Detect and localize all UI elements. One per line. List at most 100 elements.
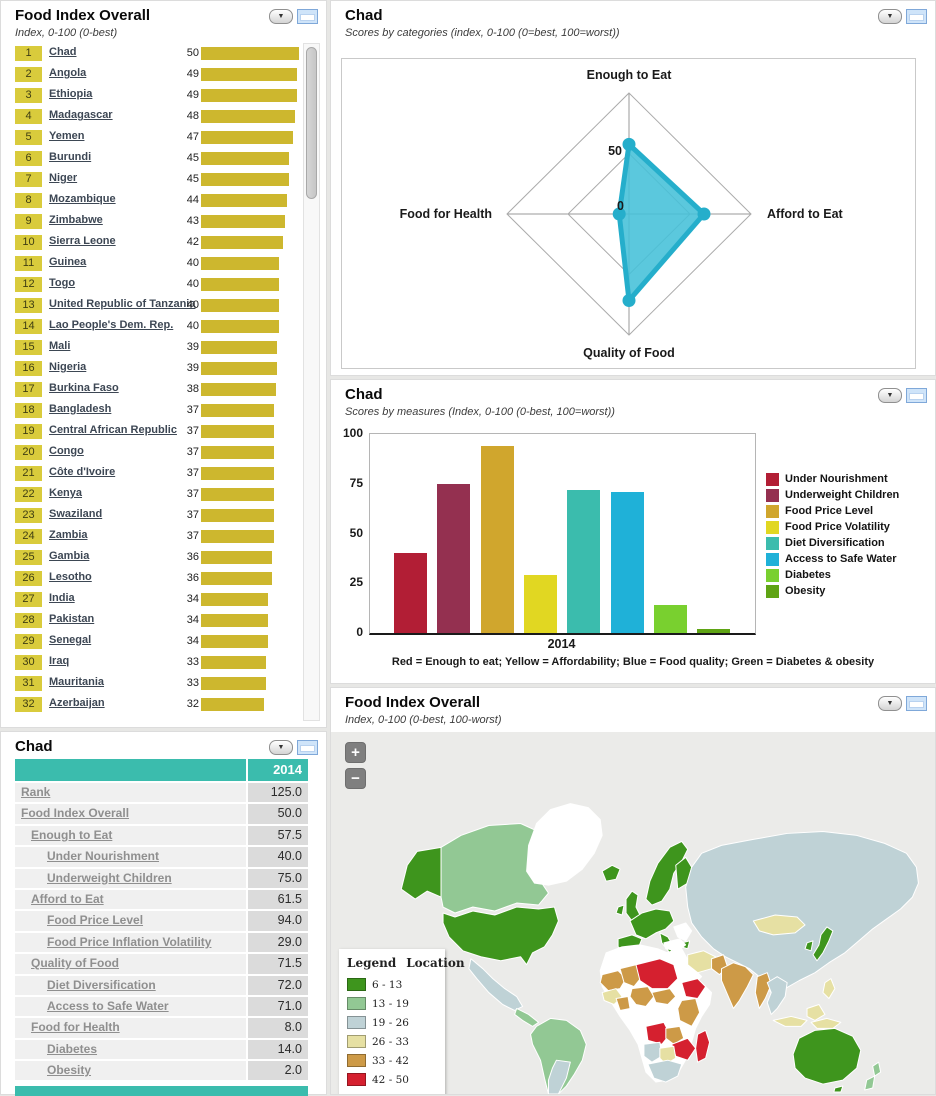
map-region-philippines[interactable] xyxy=(822,978,836,1000)
country-link[interactable]: Niger xyxy=(49,172,78,184)
country-link[interactable]: Senegal xyxy=(49,634,92,646)
map-region-australia[interactable] xyxy=(792,1027,862,1085)
country-link[interactable]: Togo xyxy=(49,277,76,289)
map-region-namibia[interactable] xyxy=(643,1041,663,1063)
map-region-nigeria[interactable] xyxy=(629,986,655,1007)
country-link[interactable]: Burundi xyxy=(49,151,92,163)
country-link[interactable]: Angola xyxy=(49,67,87,79)
map-region-myanmar[interactable] xyxy=(754,972,772,1009)
scrollbar-track[interactable] xyxy=(303,43,320,721)
country-link[interactable]: Swaziland xyxy=(49,508,103,520)
map-region-ethiopia[interactable] xyxy=(681,978,707,1000)
country-link[interactable]: India xyxy=(49,592,75,604)
map-region-mauritania-senegal[interactable] xyxy=(599,970,627,992)
metric-link[interactable]: Food Price Level xyxy=(15,911,246,931)
metric-link[interactable]: Enough to Eat xyxy=(15,825,246,846)
country-link[interactable]: Zambia xyxy=(49,529,88,541)
scrollbar-thumb[interactable] xyxy=(306,47,317,199)
zoom-out-button[interactable]: − xyxy=(345,768,366,789)
country-link[interactable]: Iraq xyxy=(49,655,70,667)
map-region-indonesia-east[interactable] xyxy=(810,1017,842,1029)
maximize-button[interactable] xyxy=(906,9,927,24)
map-region-tasmania[interactable] xyxy=(833,1085,844,1093)
bar-underweight-children[interactable] xyxy=(437,483,471,633)
metric-link[interactable]: Obesity xyxy=(15,1061,246,1081)
country-link[interactable]: Pakistan xyxy=(49,613,95,625)
country-link[interactable]: Lesotho xyxy=(49,571,92,583)
country-link[interactable]: Zimbabwe xyxy=(49,214,103,226)
panel-menu-button[interactable]: ▼ xyxy=(269,740,293,755)
metric-link[interactable]: Food for Health xyxy=(15,1018,246,1038)
country-link[interactable]: Mali xyxy=(49,340,71,352)
country-link[interactable]: Burkina Faso xyxy=(49,382,119,394)
map-region-balkans[interactable] xyxy=(673,922,693,942)
map-region-iceland[interactable] xyxy=(601,864,621,882)
panel-menu-button[interactable]: ▼ xyxy=(269,9,293,24)
metric-link[interactable]: Rank xyxy=(15,783,246,803)
radar-data-polygon[interactable] xyxy=(616,141,707,303)
bar-under-nourishment[interactable] xyxy=(394,553,427,633)
maximize-button[interactable] xyxy=(906,696,927,711)
map-region-angola[interactable] xyxy=(645,1021,671,1045)
country-link[interactable]: Central African Republic xyxy=(49,424,177,436)
panel-menu-button[interactable]: ▼ xyxy=(878,9,902,24)
map-region-central-america[interactable] xyxy=(514,1007,540,1027)
zoom-in-button[interactable]: + xyxy=(345,742,366,763)
radar-point-enough-to-eat[interactable] xyxy=(622,137,636,151)
radar-point-afford-to-eat[interactable] xyxy=(697,207,711,221)
maximize-button[interactable] xyxy=(297,740,318,755)
map-region-usa[interactable] xyxy=(442,906,559,966)
country-link[interactable]: Madagascar xyxy=(49,109,113,121)
country-link[interactable]: Sierra Leone xyxy=(49,235,116,247)
metric-link[interactable]: Underweight Children xyxy=(15,868,246,888)
map-region-kenya-tanzania[interactable] xyxy=(677,998,701,1027)
map-region-ghana-cote-divoire[interactable] xyxy=(615,996,631,1011)
metric-link[interactable]: Quality of Food xyxy=(15,954,246,974)
map-region-madagascar[interactable] xyxy=(695,1029,711,1063)
metric-link[interactable]: Diet Diversification xyxy=(15,975,246,995)
metric-link[interactable]: Under Nourishment xyxy=(15,847,246,867)
map-region-cameroon-car[interactable] xyxy=(651,988,677,1005)
map-region-south-america[interactable] xyxy=(530,1017,587,1094)
radar-point-food-for-health[interactable] xyxy=(612,207,626,221)
panel-menu-button[interactable]: ▼ xyxy=(878,696,902,711)
map-region-borneo[interactable] xyxy=(806,1003,826,1021)
map-region-greenland[interactable] xyxy=(526,803,603,886)
map-region-western-europe[interactable] xyxy=(629,908,675,940)
map-region-japan[interactable] xyxy=(812,926,834,962)
map-region-ireland[interactable] xyxy=(615,904,625,916)
map-region-new-zealand-north[interactable] xyxy=(872,1061,882,1077)
map-region-niger-chad[interactable] xyxy=(635,958,679,990)
map-region-uk[interactable] xyxy=(625,890,641,922)
map-region-scandinavia[interactable] xyxy=(645,840,689,906)
metric-link[interactable]: Diabetes xyxy=(15,1039,246,1060)
map-region-indonesia-west[interactable] xyxy=(772,1015,808,1027)
country-link[interactable]: Guinea xyxy=(49,256,87,268)
country-link[interactable]: Azerbaijan xyxy=(49,697,105,709)
map-region-new-zealand-south[interactable] xyxy=(864,1075,876,1091)
map-region-mexico[interactable] xyxy=(468,958,524,1011)
country-link[interactable]: Côte d'Ivoire xyxy=(49,466,116,478)
bar-access-to-safe-water[interactable] xyxy=(610,491,644,633)
metric-link[interactable]: Food Index Overall xyxy=(15,804,246,824)
country-link[interactable]: Mauritania xyxy=(49,676,105,688)
radar-point-quality-of-food[interactable] xyxy=(622,294,636,307)
country-link[interactable]: Kenya xyxy=(49,487,83,499)
metric-link[interactable]: Access to Safe Water xyxy=(15,996,246,1017)
map-region-alaska[interactable] xyxy=(400,846,442,900)
bar-diet-diversification[interactable] xyxy=(567,489,601,633)
map-region-argentina[interactable] xyxy=(547,1059,571,1094)
country-link[interactable]: Nigeria xyxy=(49,361,87,373)
map-region-india[interactable] xyxy=(721,962,754,1009)
maximize-button[interactable] xyxy=(906,388,927,403)
bar-diabetes[interactable] xyxy=(653,605,687,633)
map-region-indochina[interactable] xyxy=(766,976,788,1015)
map-region-mongolia[interactable] xyxy=(752,914,806,936)
maximize-button[interactable] xyxy=(297,9,318,24)
map-region-mali[interactable] xyxy=(619,964,643,988)
bar-obesity[interactable] xyxy=(697,629,731,633)
bar-food-price-level[interactable] xyxy=(480,445,514,633)
panel-menu-button[interactable]: ▼ xyxy=(878,388,902,403)
country-link[interactable]: Lao People's Dem. Rep. xyxy=(49,319,174,331)
country-link[interactable]: Bangladesh xyxy=(49,403,112,415)
